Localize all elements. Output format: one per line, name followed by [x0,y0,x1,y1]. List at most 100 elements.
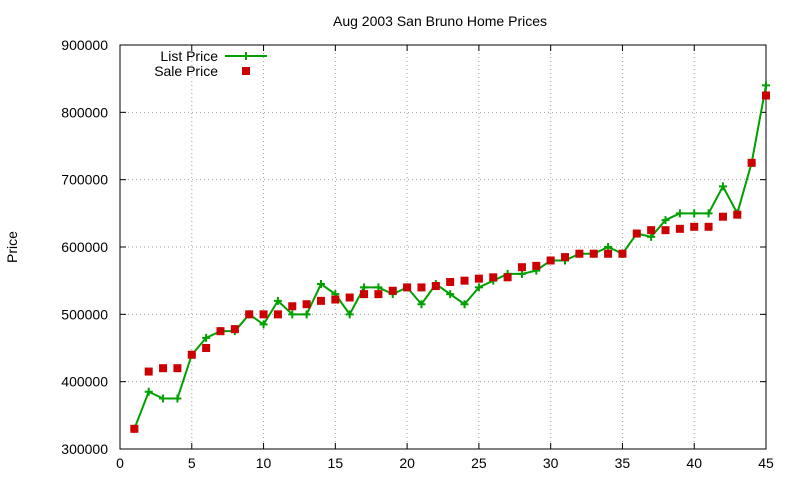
sale-price-point [474,274,483,283]
list-price-point [345,310,354,319]
sale-price-point [388,286,397,295]
sale-price-point [647,226,656,235]
sale-price-point [230,325,239,334]
y-tick-label: 800000 [61,104,108,120]
sale-price-point [245,310,254,319]
sale-price-point [604,249,613,258]
y-tick-label: 700000 [61,172,108,188]
sale-price-point [517,263,526,272]
sale-price-point [288,302,297,311]
sale-price-point [747,158,756,167]
list-price-point [417,300,426,309]
sale-price-point [561,253,570,262]
sale-price-point [589,249,598,258]
list-price-point [690,209,699,218]
series-0 [130,81,770,433]
sale-price-point [187,350,196,359]
chart-title: Aug 2003 San Bruno Home Prices [333,13,547,29]
x-tick-label: 15 [328,455,344,471]
legend-label-list-price: List Price [160,48,218,64]
list-price-point [374,283,383,292]
x-tick-label: 35 [615,455,631,471]
x-tick-label: 45 [758,455,774,471]
list-price-point [360,283,369,292]
list-price-point [460,300,469,309]
list-price-point [718,182,727,191]
list-price-point [661,216,670,225]
sale-price-point [762,91,770,100]
sale-price-point [273,310,282,319]
sale-price-point [489,273,498,282]
sale-price-point [316,296,325,305]
legend: List Price Sale Price [154,48,267,79]
y-tick-label: 400000 [61,374,108,390]
sale-price-point [417,283,426,292]
sale-price-point [173,364,182,373]
sale-price-point [661,226,670,235]
x-tick-label: 20 [399,455,415,471]
x-tick-label: 40 [686,455,702,471]
sale-price-point [159,364,168,373]
sale-price-point [632,229,641,238]
list-price-point [704,209,713,218]
list-price-point [647,232,656,241]
sale-price-point [446,278,455,287]
legend-marker-sale-price [242,67,250,75]
x-tick-label: 30 [543,455,559,471]
list-price-point [159,394,168,403]
sale-price-point [302,300,311,309]
sale-price-point [503,273,512,282]
y-tick-label: 900000 [61,37,108,53]
list-price-point [173,394,182,403]
sale-price-point [374,290,383,299]
list-price-point [288,310,297,319]
list-price-point [517,269,526,278]
x-tick-label: 25 [471,455,487,471]
sale-price-point [532,261,541,270]
sale-price-point [331,295,340,304]
sale-price-point [675,224,684,233]
y-axis-tick-labels: 300000 400000 500000 600000 700000 800000 9000… [61,37,108,457]
list-price-point [202,333,211,342]
list-price-point [316,280,325,289]
x-tick-label: 5 [188,455,196,471]
sale-price-point [202,344,211,352]
y-axis-label: Price [4,231,20,263]
sale-price-point [144,367,153,376]
list-price-point [762,81,770,90]
list-price-point [302,310,311,319]
list-price-line [133,85,767,430]
sale-price-point [460,276,469,285]
sale-price-point [431,282,440,291]
list-price-point [604,243,613,251]
data-series [130,81,770,433]
grid-lines [120,45,766,449]
sale-price-point [403,283,412,292]
y-tick-label: 300000 [61,441,108,457]
list-price-point [273,296,282,305]
sale-price-point [690,222,699,231]
list-price-point [675,209,684,218]
y-tick-label: 500000 [61,306,108,322]
x-axis-tick-labels: 0 5 10 15 20 25 30 35 40 45 [116,455,774,471]
sale-price-point [618,249,627,258]
sale-price-point [546,256,555,265]
list-price-point [474,283,483,292]
sale-price-point [345,293,354,302]
sale-price-point [259,310,268,319]
list-price-point [144,387,153,396]
axis-ticks [119,44,767,450]
series-1 [130,91,770,433]
sale-price-point [360,290,369,299]
legend-marker-list-price [242,52,250,60]
list-price-point [259,320,268,329]
sale-price-point [733,210,742,219]
sale-price-point [130,424,139,433]
sale-price-point [216,327,225,336]
sale-price-point [718,212,727,221]
y-tick-label: 600000 [61,239,108,255]
legend-label-sale-price: Sale Price [154,63,218,79]
sale-price-point [575,249,584,258]
x-tick-label: 10 [256,455,272,471]
